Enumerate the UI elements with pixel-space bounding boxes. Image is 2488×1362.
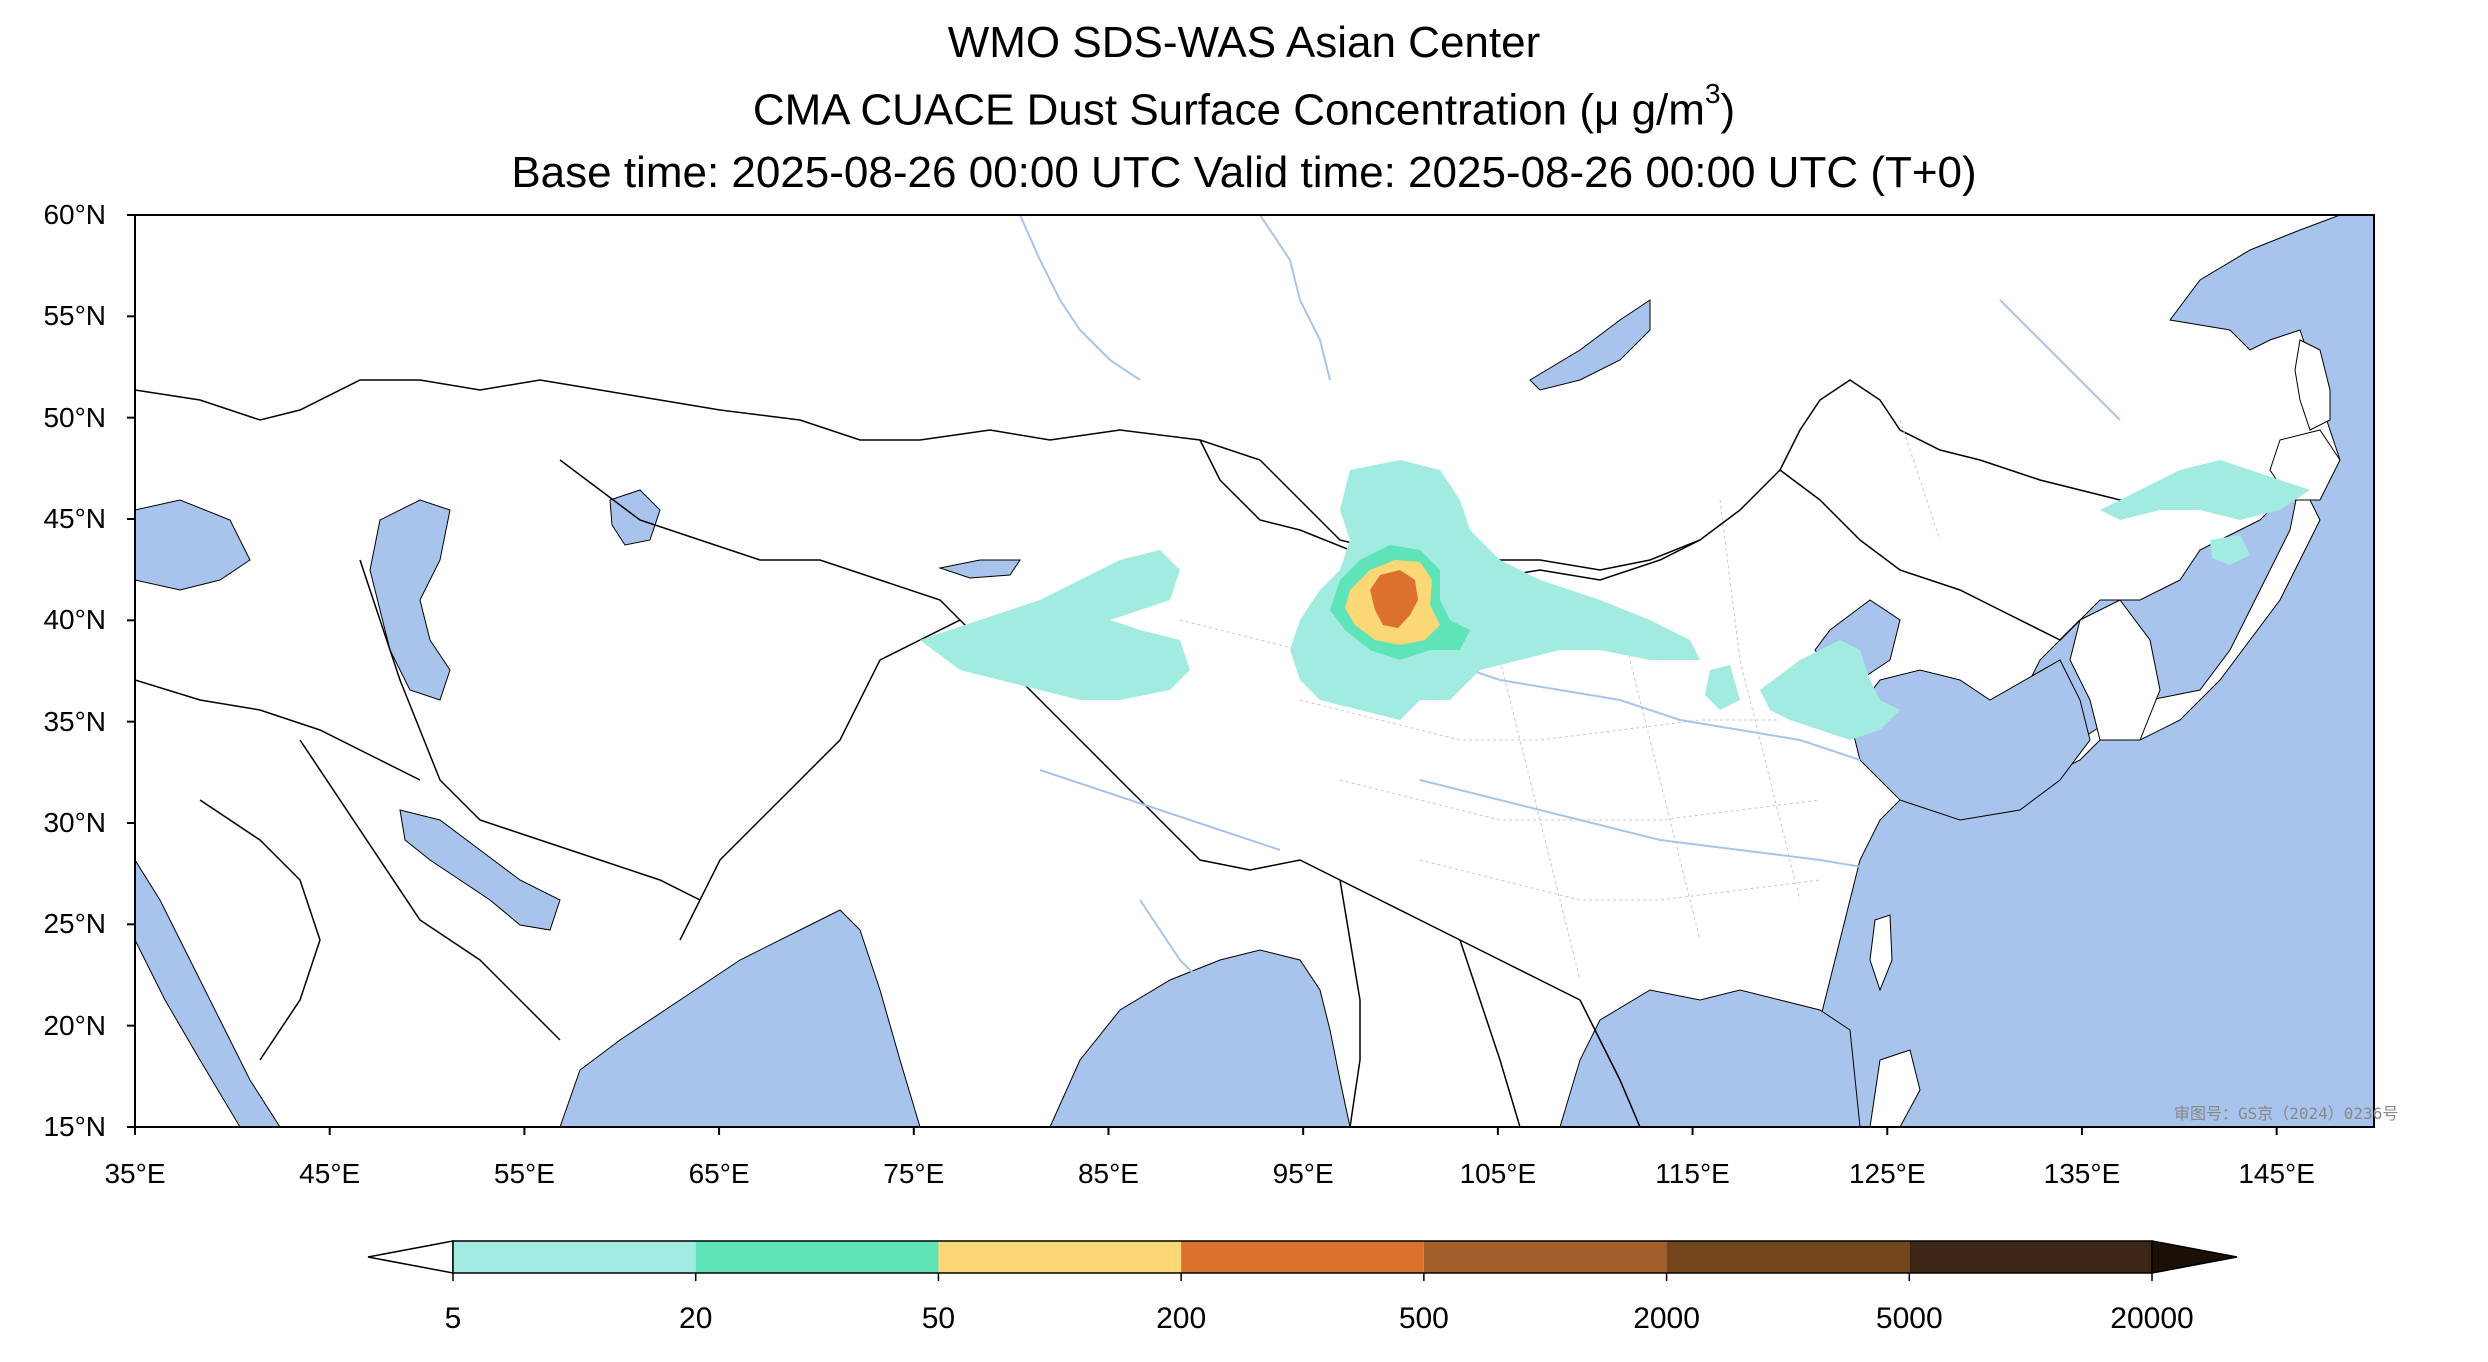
colorbar-segment [1909,1241,2152,1273]
dust-5-20-east-china [1760,640,1900,740]
sakhalin-island [2294,339,2331,431]
latitude-label: 55°N [43,300,106,332]
map-title: WMO SDS-WAS Asian Center [947,18,1541,67]
colorbar-label: 20 [679,1302,713,1335]
colorbar-segment [695,1241,939,1273]
longitude-label: 45°E [299,1158,361,1189]
latitude-label: 35°N [43,705,106,737]
map-frame [134,214,2375,1128]
persian-gulf [399,809,561,931]
colorbar-segment [453,1241,696,1273]
colorbar-over-arrow [2151,1240,2238,1274]
longitude-label: 85°E [1077,1158,1139,1189]
longitude-label: 65°E [688,1158,750,1189]
philippines-island [1869,1049,1921,1127]
longitude-label: 35°E [104,1158,166,1189]
taiwan-island [1869,914,1893,992]
longitude-label: 135°E [2043,1158,2121,1189]
korean-peninsula [2069,599,2161,741]
south-china-sea [1559,989,1861,1127]
map-layers [135,215,2374,1127]
colorbar-outline [452,1240,2153,1274]
colorbar-label: 5 [444,1302,462,1335]
latitude-label: 40°N [43,604,106,636]
colorbar-segment [1666,1241,1910,1273]
latitude-label: 45°N [43,503,106,534]
latitude-label: 30°N [43,807,106,838]
subtitle-suffix: ) [1720,85,1736,135]
colorbar-label: 500 [1398,1302,1449,1335]
colorbar-label: 20000 [2110,1302,2194,1335]
dust-200-500 [1370,570,1418,628]
red-sea [135,859,281,1127]
subtitle-superscript: 3 [1704,78,1721,109]
latitude-label: 60°N [43,199,106,230]
lake-balkhash [938,559,1021,579]
colorbar [367,1240,2238,1281]
yellow-sea [1849,659,2091,821]
colorbar-label: 200 [1156,1302,1207,1335]
colorbar-segment [938,1241,1182,1273]
colorbar-label: 5000 [1875,1302,1943,1335]
map-subtitle: CMA CUACE Dust Surface Concentration (μ … [0,78,2488,136]
longitude-label: 55°E [493,1158,555,1189]
longitude-label: 125°E [1848,1158,1926,1189]
latitude-label: 15°N [43,1111,106,1142]
black-sea [135,499,251,591]
colorbar-segment [1423,1241,1667,1273]
dust-5-20-taklamakan [920,550,1190,700]
longitude-label: 115°E [1655,1158,1730,1189]
map-review-number: 审图号：GS京（2024）0236号 [2174,1104,2399,1123]
latitude-label: 25°N [43,908,106,940]
colorbar-label: 50 [921,1302,956,1335]
dust-contours [920,460,2310,740]
longitude-label: 105°E [1459,1158,1537,1189]
longitude-label: 95°E [1272,1158,1334,1189]
colorbar-under-arrow [367,1240,454,1274]
longitude-label: 145°E [2238,1158,2315,1189]
latitude-label: 20°N [43,1009,106,1041]
bay-of-bengal [1049,949,1351,1127]
aral-sea [609,489,661,546]
longitude-label: 75°E [883,1158,945,1189]
province-borders [1179,419,1941,981]
rivers [1019,215,2121,1041]
dust-5-20-sakhalin-patch [2210,535,2250,565]
arabian-sea [559,909,921,1127]
latitude-label: 50°N [43,401,106,433]
colorbar-label: 2000 [1633,1302,1700,1335]
axis-ticks [127,214,2278,1135]
time-info: Base time: 2025-08-26 00:00 UTC Valid ti… [511,148,1977,197]
dust-5-20-manchuria [2100,460,2310,520]
dust-5-20-patch [1705,665,1740,710]
lake-baikal [1529,299,1651,391]
colorbar-segment [1181,1241,1424,1273]
subtitle-text: CMA CUACE Dust Surface Concentration (μ … [752,85,1705,135]
